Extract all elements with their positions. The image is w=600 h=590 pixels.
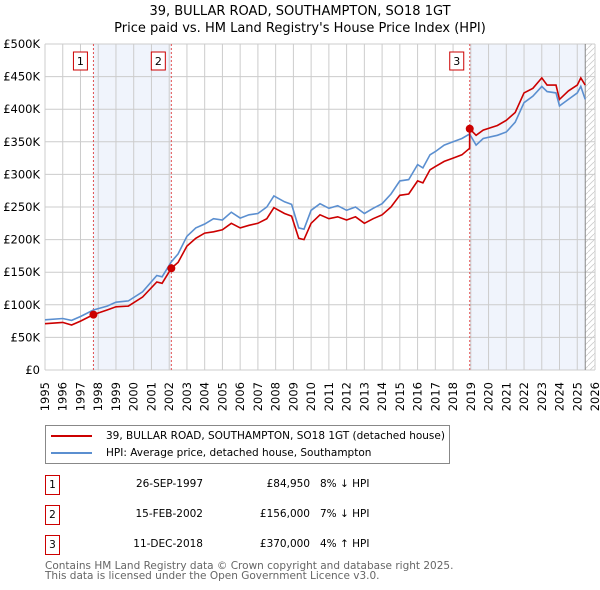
x-tick-label: 1998 xyxy=(91,382,105,411)
y-tick-label: £0 xyxy=(25,363,40,377)
legend-label: 39, BULLAR ROAD, SOUTHAMPTON, SO18 1GT (… xyxy=(106,430,445,442)
x-tick-label: 2017 xyxy=(428,382,442,411)
x-tick-label: 2012 xyxy=(340,382,354,411)
x-tick-label: 2021 xyxy=(499,382,513,411)
x-tick-label: 2016 xyxy=(411,382,425,411)
legend-item-property: 39, BULLAR ROAD, SOUTHAMPTON, SO18 1GT (… xyxy=(51,428,445,444)
x-tick-label: 2023 xyxy=(535,382,549,411)
transaction-price: £370,000 xyxy=(259,538,310,550)
footer-copyright: Contains HM Land Registry data © Crown c… xyxy=(45,560,454,572)
x-tick-label: 2006 xyxy=(233,382,247,411)
x-tick-label: 2020 xyxy=(482,382,496,411)
legend-item-hpi: HPI: Average price, detached house, Sout… xyxy=(51,445,371,461)
y-tick-label: £250K xyxy=(3,200,40,214)
x-tick-label: 2024 xyxy=(553,382,567,411)
x-tick-label: 2005 xyxy=(215,382,229,411)
x-tick-label: 2011 xyxy=(322,382,336,411)
transaction-hpi: 7% ↓ HPI xyxy=(320,508,370,520)
x-tick-label: 2022 xyxy=(517,382,531,411)
transaction-date: 26-SEP-1997 xyxy=(135,478,203,490)
x-tick-label: 2019 xyxy=(464,382,478,411)
y-tick-label: £50K xyxy=(11,330,41,344)
x-tick-label: 2009 xyxy=(286,382,300,411)
transaction-price: £84,950 xyxy=(266,478,310,490)
sale-label: 1 xyxy=(77,55,84,68)
sale-label: 3 xyxy=(453,55,460,68)
price-chart: £0 £50K £100K £150K £200K £250K £300K £350K £400… xyxy=(3,37,600,411)
x-tick-label: 2018 xyxy=(446,382,460,411)
transaction-hpi: 8% ↓ HPI xyxy=(320,478,370,490)
x-tick-label: 1999 xyxy=(109,382,123,411)
sale-point xyxy=(167,264,176,273)
sale-point xyxy=(89,310,98,319)
x-tick-label: 2004 xyxy=(198,382,212,411)
transaction-row: 1 26-SEP-1997 £84,950 8% ↓ HPI xyxy=(45,475,465,497)
transaction-hpi: 4% ↑ HPI xyxy=(320,538,370,550)
x-tick-label: 2003 xyxy=(180,382,194,411)
marker-badge: 3 xyxy=(45,535,60,555)
y-tick-label: £350K xyxy=(3,135,40,149)
sale-label-box xyxy=(150,51,166,71)
x-tick-label: 2002 xyxy=(162,382,176,411)
transaction-date: 11-DEC-2018 xyxy=(133,538,203,550)
y-tick-label: £300K xyxy=(3,167,40,181)
sale-label-box xyxy=(72,51,88,71)
footer-licence: This data is licensed under the Open Gov… xyxy=(45,570,380,582)
y-tick-label: £100K xyxy=(3,298,40,312)
legend-swatch-blue xyxy=(51,452,92,454)
transaction-date: 15-FEB-2002 xyxy=(135,508,203,520)
x-tick-label: 2015 xyxy=(393,382,407,411)
y-tick-label: £500K xyxy=(3,37,40,51)
x-tick-label: 1996 xyxy=(56,382,70,411)
footer: Contains HM Land Registry data © Crown c… xyxy=(45,560,454,582)
y-tick-label: £150K xyxy=(3,265,40,279)
sale-label-box xyxy=(449,51,465,71)
sale-label: 2 xyxy=(155,55,162,68)
x-tick-label: 2007 xyxy=(251,382,265,411)
x-tick-label: 2000 xyxy=(127,382,141,411)
transaction-row: 2 15-FEB-2002 £156,000 7% ↓ HPI xyxy=(45,505,465,527)
marker-badge: 2 xyxy=(45,505,60,525)
x-tick-label: 2008 xyxy=(269,382,283,411)
legend: 39, BULLAR ROAD, SOUTHAMPTON, SO18 1GT (… xyxy=(45,425,450,464)
x-tick-label: 2014 xyxy=(375,382,389,411)
legend-label: HPI: Average price, detached house, Sout… xyxy=(106,447,372,459)
x-tick-label: 2001 xyxy=(144,382,158,411)
property-price-line xyxy=(44,76,586,326)
x-tick-label: 2013 xyxy=(357,382,371,411)
y-tick-label: £200K xyxy=(3,233,40,247)
chart-title: 39, BULLAR ROAD, SOUTHAMPTON, SO18 1GT xyxy=(149,4,451,19)
hpi-line xyxy=(44,84,586,322)
x-tick-label: 2026 xyxy=(588,382,600,411)
legend-swatch-red xyxy=(51,435,92,437)
marker-badge: 1 xyxy=(45,475,60,495)
x-tick-label: 1995 xyxy=(38,382,52,411)
x-tick-label: 1997 xyxy=(73,382,87,411)
y-tick-label: £400K xyxy=(3,102,40,116)
x-tick-label: 2025 xyxy=(570,382,584,411)
chart-subtitle: Price paid vs. HM Land Registry's House … xyxy=(114,21,486,36)
sale-point xyxy=(465,124,474,133)
transaction-row: 3 11-DEC-2018 £370,000 4% ↑ HPI xyxy=(45,535,465,557)
y-tick-label: £450K xyxy=(3,70,40,84)
x-tick-label: 2010 xyxy=(304,382,318,411)
transaction-price: £156,000 xyxy=(259,508,310,520)
